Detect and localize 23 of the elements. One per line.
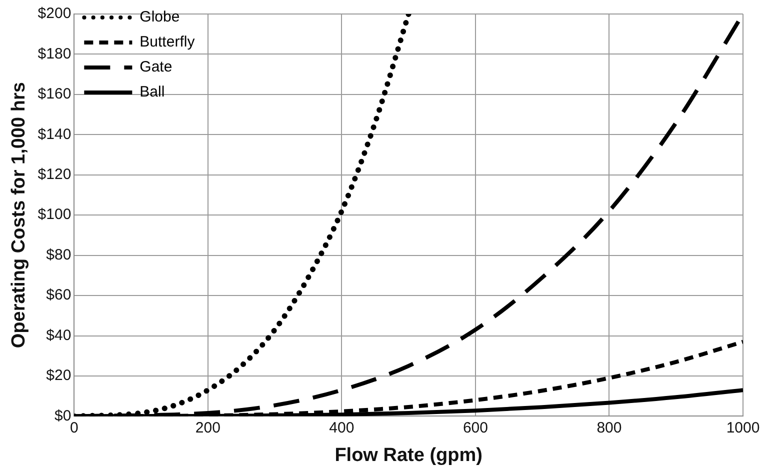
x-axis-title: Flow Rate (gpm) — [334, 444, 482, 466]
y-tick-label: $140 — [38, 126, 72, 143]
y-tick-label: $0 — [54, 407, 72, 424]
x-tick-label: 0 — [70, 419, 78, 436]
y-tick-label: $40 — [46, 326, 72, 344]
legend-label: Ball — [140, 84, 165, 101]
x-tick-label: 400 — [329, 419, 354, 436]
y-tick-label: $160 — [38, 86, 72, 103]
legend-label: Butterfly — [140, 34, 196, 51]
legend-label: Gate — [140, 58, 172, 76]
y-axis-title: Operating Costs for 1,000 hrs — [8, 82, 30, 348]
y-tick-label: $120 — [38, 166, 72, 184]
y-tick-label: $100 — [38, 206, 72, 224]
x-tick-label: 1000 — [726, 419, 760, 436]
x-tick-label: 800 — [596, 419, 622, 436]
x-tick-label: 600 — [462, 419, 488, 436]
y-tick-label: $200 — [38, 5, 72, 22]
y-tick-label: $60 — [46, 286, 72, 304]
y-tick-label: $80 — [46, 246, 72, 264]
y-tick-label: $180 — [38, 45, 72, 62]
x-tick-label: 200 — [195, 419, 220, 436]
y-tick-label: $20 — [46, 367, 72, 384]
legend-label: Globe — [140, 8, 180, 26]
